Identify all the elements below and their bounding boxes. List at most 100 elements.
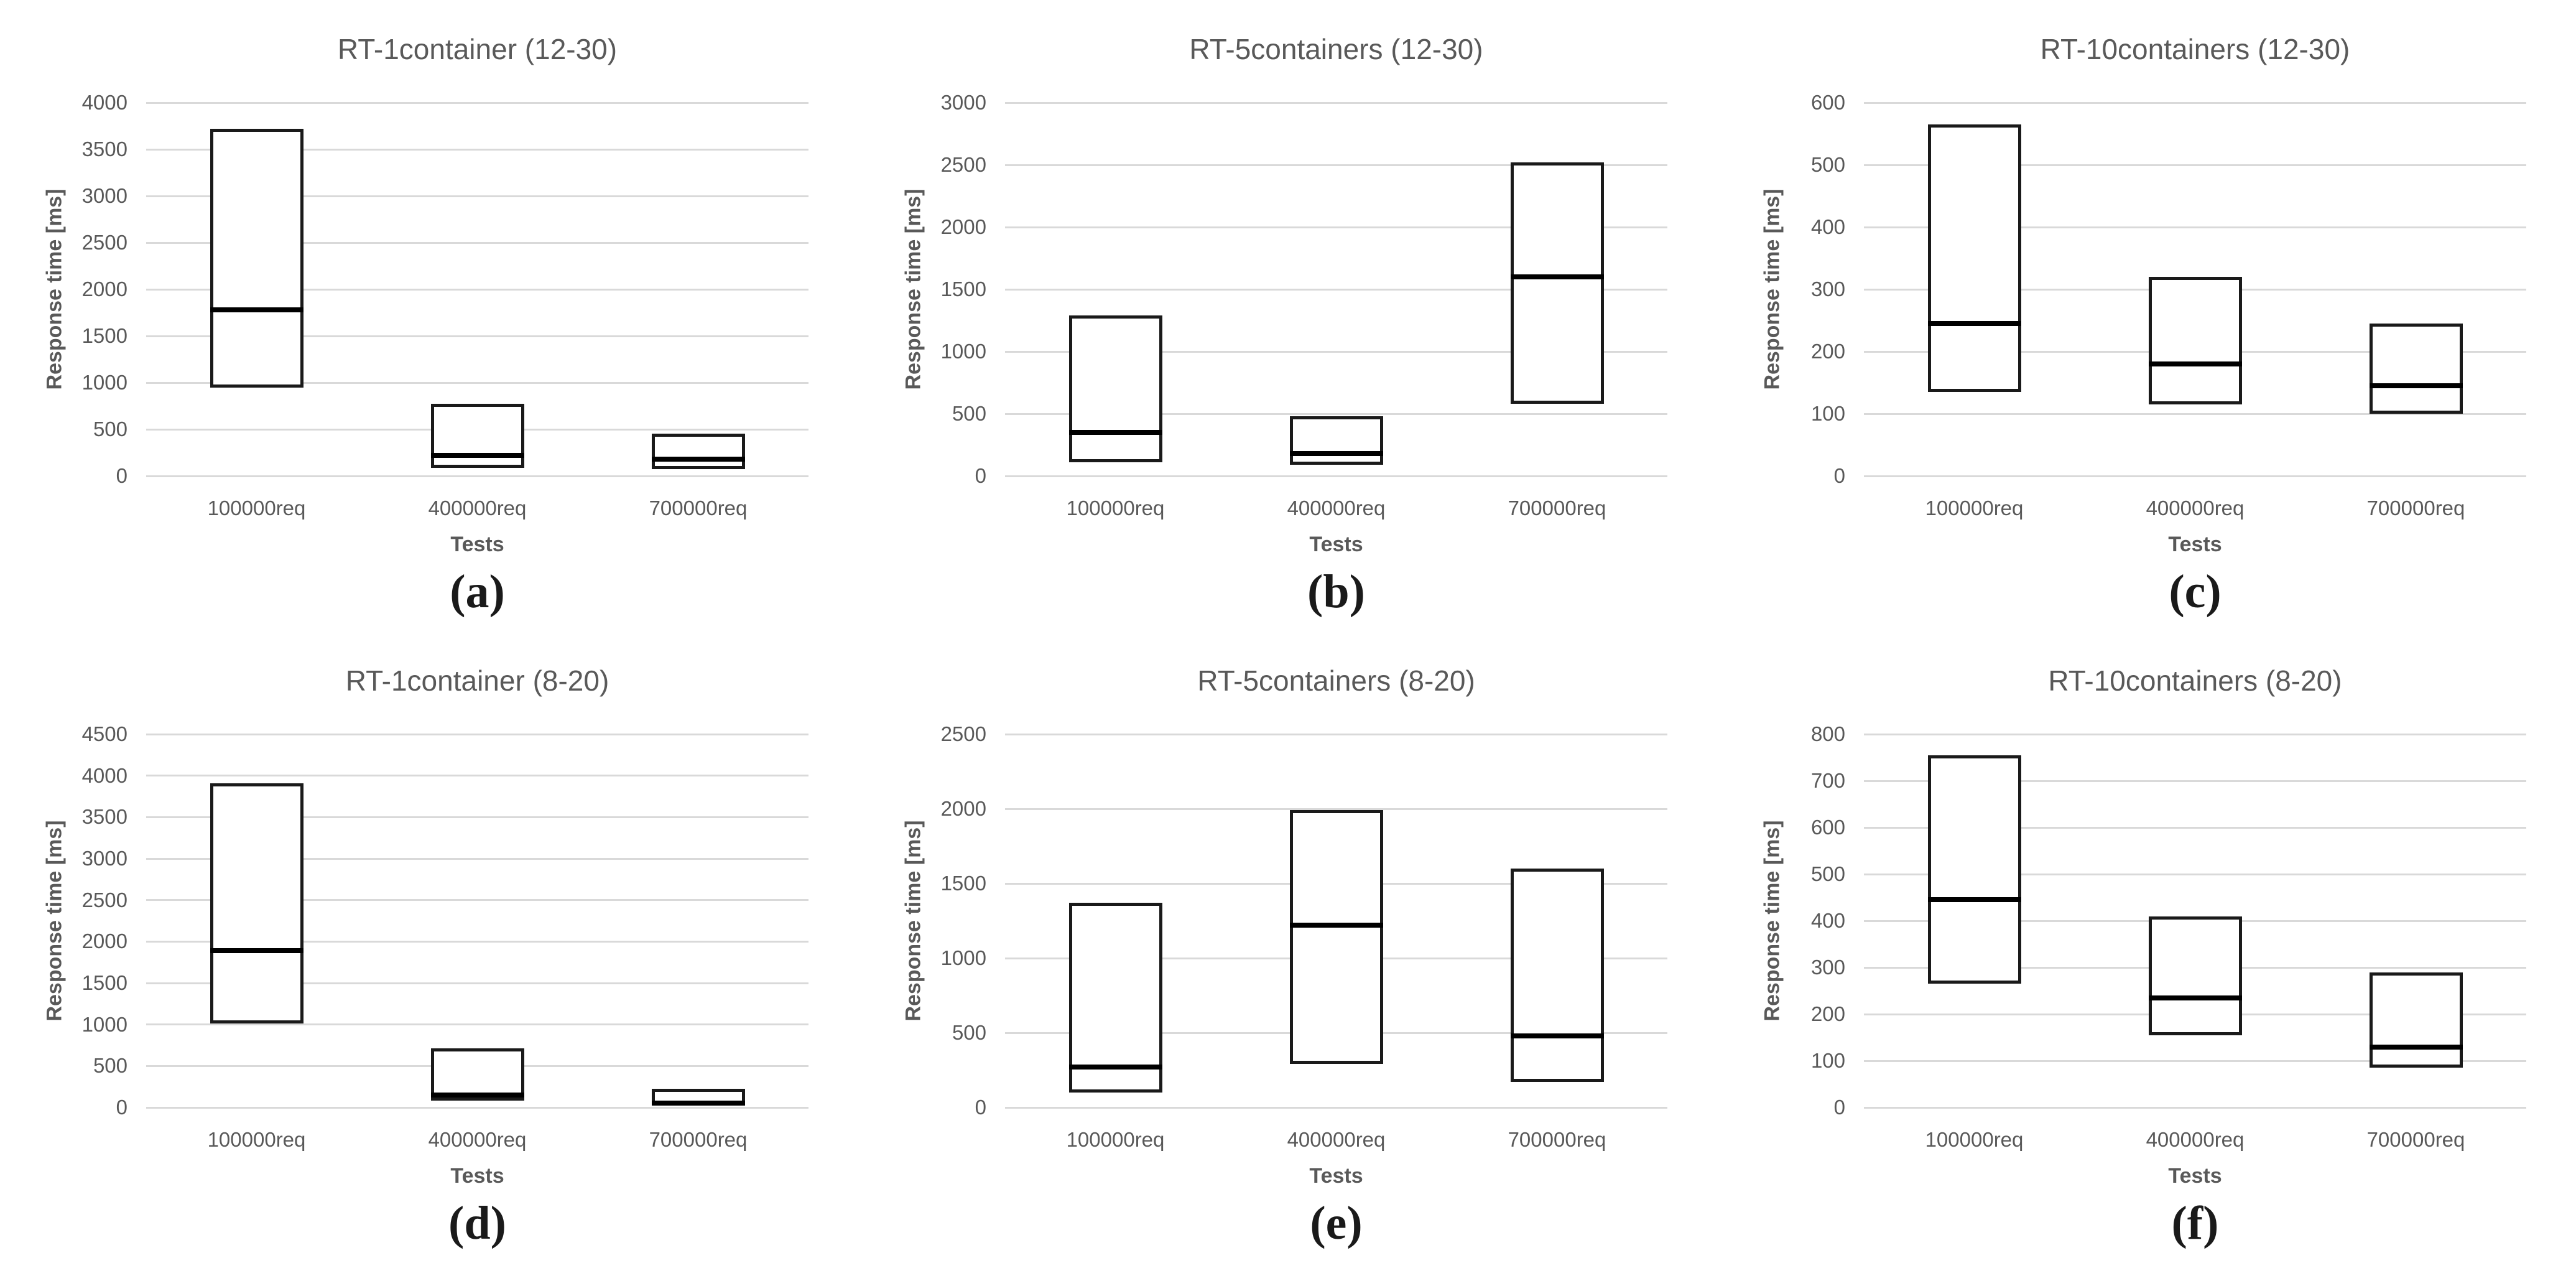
x-tick-label: 100000req bbox=[207, 496, 306, 520]
gridline bbox=[146, 775, 808, 777]
median-line bbox=[2369, 383, 2463, 388]
y-tick-label: 2500 bbox=[81, 888, 127, 911]
gridline bbox=[1005, 1106, 1667, 1109]
gridline bbox=[1864, 164, 2526, 166]
median-line bbox=[210, 307, 303, 312]
range-box bbox=[210, 129, 303, 388]
range-box bbox=[210, 783, 303, 1024]
range-box bbox=[1289, 416, 1383, 465]
median-line bbox=[2148, 995, 2242, 1000]
range-box bbox=[1510, 162, 1604, 404]
y-tick-label: 0 bbox=[116, 464, 127, 487]
y-tick-label: 2000 bbox=[81, 277, 127, 301]
y-tick-label: 1500 bbox=[940, 277, 986, 301]
gridline bbox=[1005, 226, 1667, 228]
gridline bbox=[146, 101, 808, 104]
x-axis-title: Tests bbox=[2168, 1164, 2222, 1188]
range-box bbox=[1289, 810, 1383, 1065]
gridline bbox=[146, 381, 808, 384]
range-box bbox=[430, 403, 524, 468]
y-tick-label: 2000 bbox=[940, 215, 986, 238]
x-axis-title: Tests bbox=[450, 533, 504, 556]
chart-b: RT-5containers (12-30) Response time [ms… bbox=[859, 0, 1717, 632]
x-axis-title: Tests bbox=[450, 1164, 504, 1188]
x-tick-label: 400000req bbox=[1287, 496, 1386, 520]
chart-title: RT-1container (12-30) bbox=[337, 33, 618, 65]
y-tick-label: 500 bbox=[952, 1021, 986, 1044]
y-tick-label: 600 bbox=[1810, 91, 1845, 114]
y-tick-label: 0 bbox=[975, 1096, 986, 1119]
x-axis-title: Tests bbox=[1309, 533, 1363, 556]
y-tick-label: 1500 bbox=[940, 872, 986, 895]
x-tick-label: 400000req bbox=[2146, 1128, 2245, 1151]
chart-d: RT-1container (8-20) Response time [ms] … bbox=[0, 632, 858, 1263]
y-tick-label: 1000 bbox=[940, 340, 986, 363]
gridline bbox=[146, 475, 808, 477]
y-tick-label: 500 bbox=[1810, 153, 1845, 176]
y-tick-label: 1500 bbox=[81, 971, 127, 994]
chart-c: RT-10containers (12-30) Response time [m… bbox=[1718, 0, 2576, 632]
y-tick-label: 3500 bbox=[81, 137, 127, 161]
median-line bbox=[1289, 451, 1383, 456]
y-tick-label: 400 bbox=[1810, 909, 1845, 932]
x-tick-label: 400000req bbox=[428, 1128, 527, 1151]
gridline bbox=[146, 195, 808, 197]
range-box bbox=[1068, 903, 1162, 1093]
y-tick-label: 4500 bbox=[81, 722, 127, 745]
range-box bbox=[2369, 324, 2463, 414]
median-line bbox=[651, 457, 745, 462]
gridline bbox=[146, 733, 808, 735]
y-tick-label: 0 bbox=[1833, 1096, 1845, 1119]
y-tick-label: 100 bbox=[1810, 1049, 1845, 1072]
gridline bbox=[146, 335, 808, 337]
x-tick-label: 400000req bbox=[1287, 1128, 1386, 1151]
median-line bbox=[430, 1093, 524, 1098]
gridline bbox=[1005, 475, 1667, 477]
x-tick-label: 100000req bbox=[1925, 1128, 2024, 1151]
gridline bbox=[1005, 808, 1667, 810]
range-box bbox=[1927, 124, 2021, 392]
y-tick-label: 500 bbox=[93, 1054, 127, 1078]
y-tick-label: 1500 bbox=[81, 324, 127, 347]
y-tick-label: 300 bbox=[1810, 277, 1845, 301]
gridline bbox=[146, 816, 808, 818]
y-tick-label: 600 bbox=[1810, 816, 1845, 839]
chart-title: RT-10containers (8-20) bbox=[2048, 664, 2342, 697]
gridline bbox=[1864, 1106, 2526, 1109]
range-box bbox=[2148, 277, 2242, 404]
y-tick-label: 200 bbox=[1810, 340, 1845, 363]
range-box bbox=[430, 1048, 524, 1101]
gridline bbox=[1864, 101, 2526, 104]
plot-area bbox=[1864, 733, 2526, 1109]
gridline bbox=[146, 982, 808, 984]
y-axis-title: Response time [ms] bbox=[901, 820, 925, 1022]
gridline bbox=[1005, 164, 1667, 166]
y-tick-label: 100 bbox=[1810, 402, 1845, 425]
y-tick-label: 2000 bbox=[81, 930, 127, 953]
plot-area bbox=[146, 101, 808, 477]
y-tick-label: 0 bbox=[975, 464, 986, 487]
subplot-letter: (a) bbox=[450, 566, 505, 618]
y-tick-label: 3000 bbox=[81, 184, 127, 207]
median-line bbox=[1289, 923, 1383, 928]
median-line bbox=[1510, 1033, 1604, 1038]
median-line bbox=[2148, 361, 2242, 366]
x-axis-title: Tests bbox=[1309, 1164, 1363, 1188]
y-tick-label: 0 bbox=[1833, 464, 1845, 487]
y-tick-label: 500 bbox=[1810, 862, 1845, 885]
gridline bbox=[146, 241, 808, 244]
subplot-letter: (f) bbox=[2171, 1197, 2219, 1249]
gridline bbox=[1864, 826, 2526, 829]
y-tick-label: 1000 bbox=[81, 1012, 127, 1036]
x-tick-label: 400000req bbox=[2146, 496, 2245, 520]
median-line bbox=[430, 453, 524, 458]
plot-area bbox=[1864, 101, 2526, 477]
y-tick-label: 500 bbox=[952, 402, 986, 425]
range-box bbox=[2369, 972, 2463, 1068]
gridline bbox=[146, 899, 808, 902]
y-tick-label: 3000 bbox=[940, 91, 986, 114]
subplot-letter: (c) bbox=[2169, 566, 2222, 618]
y-tick-label: 2000 bbox=[940, 797, 986, 820]
x-tick-label: 400000req bbox=[428, 496, 527, 520]
